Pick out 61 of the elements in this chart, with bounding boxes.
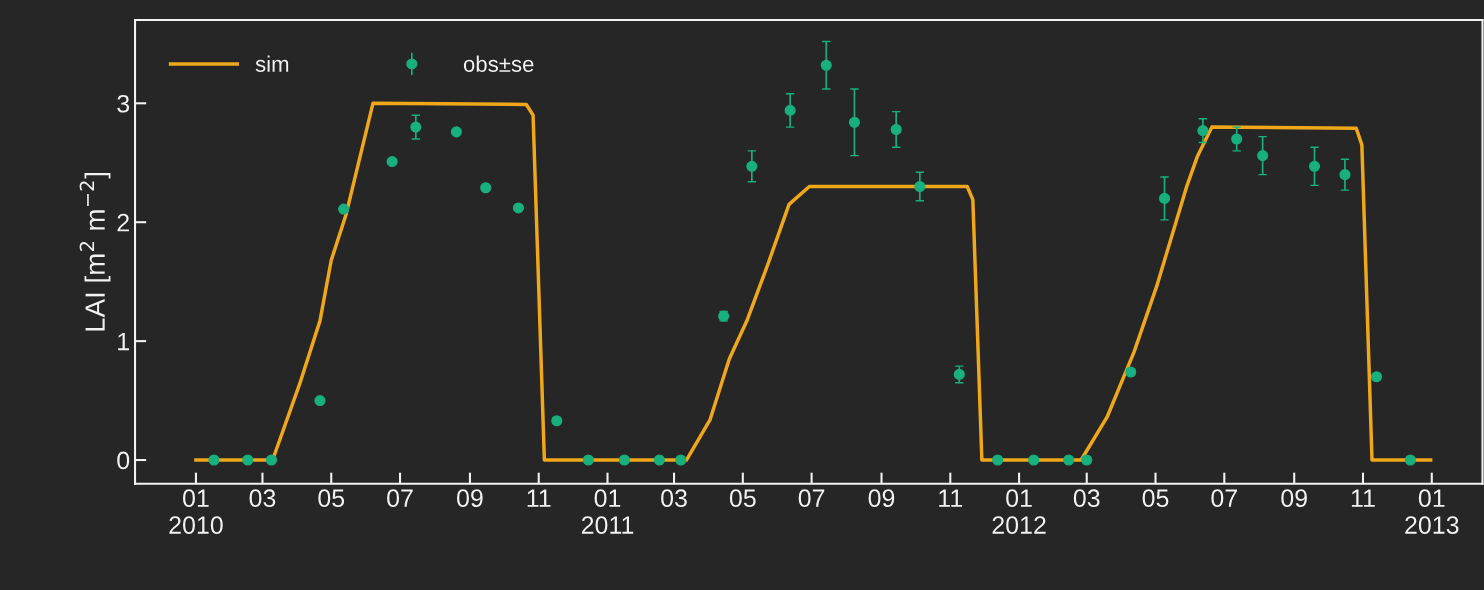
point (1231, 133, 1243, 145)
y-tick-label: 1 (118, 332, 129, 351)
point (820, 59, 832, 71)
point (338, 203, 350, 215)
point (1370, 371, 1383, 383)
point (480, 182, 492, 194)
point (1339, 169, 1351, 181)
point (1063, 454, 1075, 466)
x-tick-label: 09 (868, 489, 895, 508)
point (653, 454, 665, 466)
y-tick-label: 0 (117, 451, 130, 470)
point (314, 395, 326, 407)
point (1125, 366, 1137, 378)
x-tick-label: 01 2012 (992, 489, 1046, 534)
point (914, 180, 926, 193)
x-tick-label: 07 (798, 489, 825, 508)
point (551, 415, 563, 427)
point (848, 116, 861, 128)
point (746, 160, 758, 172)
x-tick-label: 07 (1211, 489, 1237, 508)
point (582, 454, 594, 466)
x-tick-label: 01 2011 (581, 489, 634, 534)
x-tick-label: 03 (249, 489, 276, 508)
point (208, 454, 220, 466)
point (512, 202, 524, 214)
point (1081, 454, 1093, 466)
point (618, 454, 630, 466)
point (1197, 125, 1209, 137)
y-tick-label: 3 (117, 94, 130, 113)
x-tick-label: 05 (729, 489, 756, 508)
point (1308, 160, 1321, 172)
point (242, 454, 254, 466)
x-tick-label: 01 2010 (169, 489, 223, 534)
point (450, 126, 462, 138)
x-tick-label: 11 (1351, 489, 1375, 507)
y-tick-label: 2 (117, 213, 129, 232)
x-tick-label: 11 (939, 489, 963, 507)
point (784, 104, 796, 116)
x-tick-label: 09 (1281, 489, 1307, 508)
x-tick-label: 11 (527, 489, 551, 507)
point (890, 123, 902, 136)
point (992, 454, 1004, 466)
x-tick-label: 09 (457, 489, 483, 508)
x-tick-label: 05 (318, 489, 345, 508)
y-axis-title: LAI [m$^{2}$ m$^{−2}$] (79, 172, 111, 331)
x-tick-label: 01 2013 (1405, 489, 1459, 534)
point (1158, 192, 1171, 204)
x-tick-label: 03 (1073, 489, 1100, 508)
point (1404, 454, 1416, 466)
point (953, 368, 965, 380)
point (675, 454, 687, 466)
legend-label: sim (255, 55, 289, 72)
point (265, 454, 278, 466)
x-tick-label: 03 (661, 489, 687, 508)
x-tick-label: 05 (1142, 489, 1169, 508)
point (410, 121, 422, 133)
x-tick-label: 07 (387, 489, 413, 508)
point (1257, 150, 1269, 162)
point (1028, 454, 1040, 466)
legend-label: obs±se (463, 55, 534, 72)
point (386, 156, 398, 168)
